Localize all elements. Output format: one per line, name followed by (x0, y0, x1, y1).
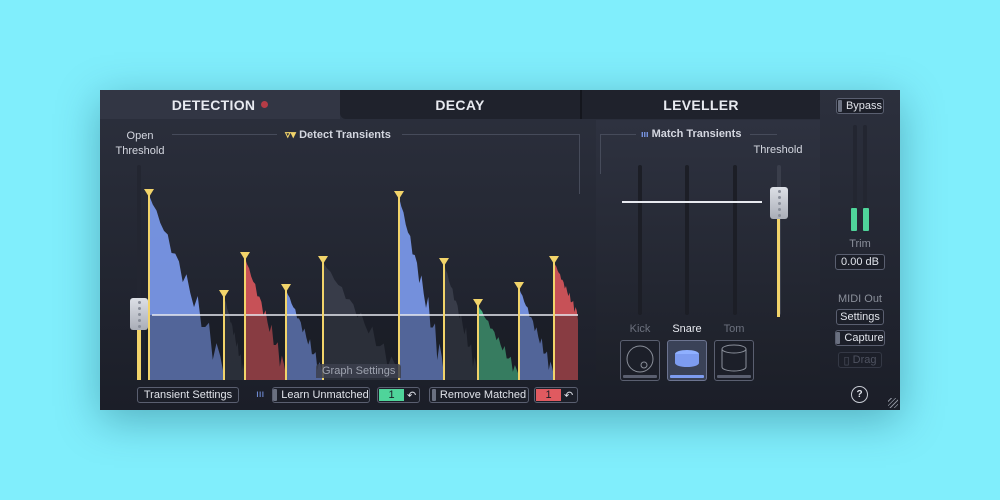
kick-label: Kick (629, 323, 651, 335)
kick-button[interactable] (620, 340, 660, 381)
open-threshold-fill (137, 325, 141, 380)
capture-label: Capture (844, 332, 884, 344)
threshold-line (622, 201, 762, 203)
tom-label: Tom (723, 323, 745, 335)
drag-label: Drag (852, 354, 877, 366)
snare-label: Snare (672, 323, 702, 335)
graph-settings-button[interactable]: Graph Settings (316, 364, 402, 378)
tom-level-track (733, 165, 737, 315)
midi-settings-button[interactable]: Settings (836, 309, 884, 325)
transient-marker-head[interactable] (144, 189, 154, 197)
transient-marker-head[interactable] (473, 299, 483, 307)
capture-button[interactable]: Capture (835, 330, 885, 346)
match-transients-heading: ııı Match Transients (641, 128, 741, 140)
bypass-button[interactable]: Bypass (836, 98, 884, 114)
trim-field[interactable]: 0.00 dB (835, 254, 885, 270)
kick-drum-icon (626, 345, 654, 373)
undo-icon[interactable]: ↶ (564, 389, 574, 402)
waveform-segment (224, 296, 245, 380)
meter-left-level (851, 208, 857, 231)
tom-button[interactable] (714, 340, 754, 381)
learn-count-field[interactable]: 1 ↶ (377, 387, 420, 403)
waveform-segment (478, 305, 519, 380)
meter-right (863, 125, 867, 233)
transient-marker-head[interactable] (514, 282, 524, 290)
waveform-segment (519, 288, 554, 380)
detect-transients-label: Detect Transients (299, 129, 391, 141)
learn-unmatched-button[interactable]: Learn Unmatched (272, 387, 370, 403)
transient-marker-head[interactable] (549, 256, 559, 264)
waveform-segment (149, 195, 224, 380)
meter-left (853, 125, 857, 233)
remove-matched-label: Remove Matched (439, 389, 527, 401)
transient-marker-head[interactable] (318, 256, 328, 264)
undo-icon[interactable]: ↶ (407, 389, 417, 402)
learn-count-value: 1 (379, 389, 404, 401)
waveform-icon: ııı (641, 129, 649, 139)
transient-marker-head[interactable] (394, 191, 404, 199)
snare-drum-icon (675, 350, 699, 367)
resize-grip-icon[interactable] (888, 398, 898, 408)
tab-label: LEVELLER (663, 96, 739, 113)
transient-marker-head[interactable] (439, 258, 449, 266)
tab-leveller[interactable]: LEVELLER (580, 90, 820, 119)
snare-level-track (685, 165, 689, 315)
help-button[interactable]: ? (851, 386, 868, 403)
threshold-label: Threshold (753, 144, 803, 156)
learn-unmatched-label: Learn Unmatched (281, 389, 369, 401)
detect-transients-heading: ▿▾ Detect Transients (285, 128, 391, 141)
transient-marker-icon: ▿▾ (285, 129, 297, 141)
match-panel (596, 120, 820, 380)
waveform-segment (286, 290, 323, 380)
transient-plugin: DETECTION DECAY LEVELLER Open Threshold … (100, 90, 900, 410)
transient-marker-head[interactable] (240, 252, 250, 260)
midi-out-label: MIDI Out (837, 293, 882, 305)
waveform-segment (323, 262, 399, 380)
transient-marker-head[interactable] (219, 290, 229, 298)
tab-decay[interactable]: DECAY (340, 90, 580, 119)
waveform-icon: ııı (256, 389, 265, 400)
drag-button[interactable]: ▯ Drag (838, 352, 882, 368)
transient-settings-button[interactable]: Transient Settings (137, 387, 239, 403)
match-threshold-fill (777, 208, 780, 317)
match-transients-label: Match Transients (651, 128, 742, 140)
waveform-segment (245, 258, 286, 380)
open-threshold-handle[interactable] (130, 298, 148, 330)
remove-count-value: 1 (536, 389, 561, 401)
snare-button[interactable] (667, 340, 707, 381)
open-threshold-slider[interactable] (137, 165, 141, 380)
waveform-segment (554, 262, 578, 380)
tom-drum-icon (721, 344, 747, 372)
tab-label: DECAY (435, 96, 485, 113)
waveform-segment (399, 197, 444, 380)
file-icon: ▯ (843, 354, 850, 367)
transient-graph[interactable] (100, 180, 600, 380)
waveform-segment (444, 264, 478, 380)
open-threshold-label: Open Threshold (115, 130, 165, 157)
record-dot-icon (261, 101, 269, 108)
tab-detection[interactable]: DETECTION (100, 90, 340, 119)
transient-marker-head[interactable] (281, 284, 291, 292)
match-threshold-handle[interactable] (770, 187, 788, 219)
meter-right-level (863, 208, 869, 231)
remove-count-field[interactable]: 1 ↶ (534, 387, 578, 403)
bypass-label: Bypass (845, 100, 883, 112)
remove-matched-button[interactable]: Remove Matched (429, 387, 529, 403)
trim-label: Trim (849, 238, 871, 250)
tab-label: DETECTION (171, 96, 256, 113)
kick-level-track (638, 165, 642, 315)
